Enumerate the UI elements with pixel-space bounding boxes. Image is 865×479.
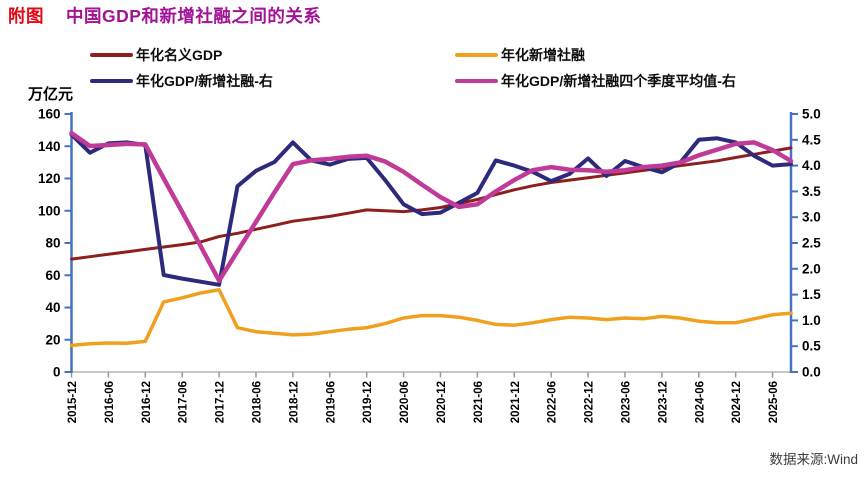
x-tick-label: 2021-06: [473, 381, 485, 423]
x-axis: 2015-12 2016-06 2016-12 2017-06 2017-12 2018-…: [67, 371, 791, 423]
right-y-tick-label: 0.5: [802, 339, 821, 354]
left-y-tick-label: 80: [45, 236, 60, 251]
x-tick-label: 2020-12: [436, 381, 448, 423]
right-y-tick-label: 0.0: [802, 365, 821, 380]
left-y-tick-label: 160: [38, 107, 61, 122]
chart-title-prefix: 附图: [8, 6, 44, 26]
x-tick-label: 2018-12: [288, 381, 300, 423]
x-tick-label: 2017-06: [178, 381, 190, 423]
legend-label-new-tsf: 年化新增社融: [501, 46, 585, 63]
left-y-tick-label: 40: [45, 300, 60, 315]
left-y-axis: [64, 112, 73, 373]
gdp-line-swatch: [90, 52, 133, 57]
right-y-tick-label: 4.5: [802, 132, 821, 147]
legend-label-ratio: 年化GDP/新增社融-右: [136, 72, 273, 89]
right-y-axis: [789, 112, 798, 373]
new-tsf-line: [69, 288, 793, 348]
right-y-tick-label: 2.0: [802, 261, 821, 276]
legend-item-ratio-avg: 年化GDP/新增社融四个季度平均值-右: [455, 68, 736, 93]
data-source-note: 数据来源:Wind: [769, 452, 858, 467]
chart-title: 附图 中国GDP和新增社融之间的关系: [8, 3, 321, 28]
x-tick-label: 2024-06: [694, 381, 706, 423]
gdp-tsf-ratio-line: [69, 132, 793, 287]
left-y-tick-label: 140: [38, 139, 61, 154]
x-tick-label: 2022-06: [547, 381, 559, 423]
legend-label-gdp: 年化名义GDP: [136, 46, 223, 63]
left-y-tick-label: 100: [38, 203, 61, 218]
right-y-tick-label: 1.0: [802, 313, 821, 328]
x-tick-label: 2024-12: [731, 381, 743, 423]
x-tick-label: 2015-12: [67, 381, 79, 423]
right-y-tick-label: 2.5: [802, 236, 821, 251]
x-tick-label: 2020-06: [399, 381, 411, 423]
x-tick-label: 2025-06: [768, 381, 780, 423]
x-tick-label: 2019-12: [362, 381, 374, 423]
left-y-tick-label: 120: [38, 171, 61, 186]
x-tick-label: 2021-12: [510, 381, 522, 423]
left-axis-unit-label: 万亿元: [28, 86, 74, 103]
x-tick-label: 2023-12: [657, 381, 669, 423]
x-tick-label: 2017-12: [215, 381, 227, 423]
ratio-avg-line-swatch: [455, 78, 498, 83]
x-tick-label: 2023-06: [620, 381, 632, 423]
legend-item-ratio: 年化GDP/新增社融-右: [90, 68, 455, 93]
right-y-tick-label: 3.5: [802, 184, 821, 199]
right-y-tick-label: 4.0: [802, 158, 821, 173]
new-tsf-line-swatch: [455, 52, 498, 57]
x-tick-label: 2022-12: [584, 381, 596, 423]
left-y-tick-label: 0: [53, 365, 61, 380]
legend-item-new-tsf: 年化新增社融: [455, 42, 736, 67]
left-y-tick-label: 20: [45, 332, 60, 347]
chart-title-text: 中国GDP和新增社融之间的关系: [66, 6, 322, 26]
right-y-tick-label: 1.5: [802, 287, 821, 302]
chart-legend: 年化名义GDP 年化新增社融 年化GDP/新增社融-右 年化GDP/新增社融四个…: [90, 42, 736, 93]
ratio-line-swatch: [90, 78, 133, 83]
right-y-tick-label: 3.0: [802, 210, 821, 225]
right-y-tick-label: 5.0: [802, 107, 821, 122]
legend-item-gdp: 年化名义GDP: [90, 42, 455, 67]
legend-label-ratio-avg: 年化GDP/新增社融四个季度平均值-右: [501, 72, 736, 89]
x-tick-label: 2019-06: [325, 381, 337, 423]
x-tick-label: 2016-06: [104, 381, 116, 423]
x-tick-label: 2016-12: [141, 381, 153, 423]
gdp-tsf-ratio-4q-avg-line: [69, 130, 794, 283]
left-y-tick-label: 60: [45, 268, 60, 283]
x-tick-label: 2018-06: [251, 381, 263, 423]
